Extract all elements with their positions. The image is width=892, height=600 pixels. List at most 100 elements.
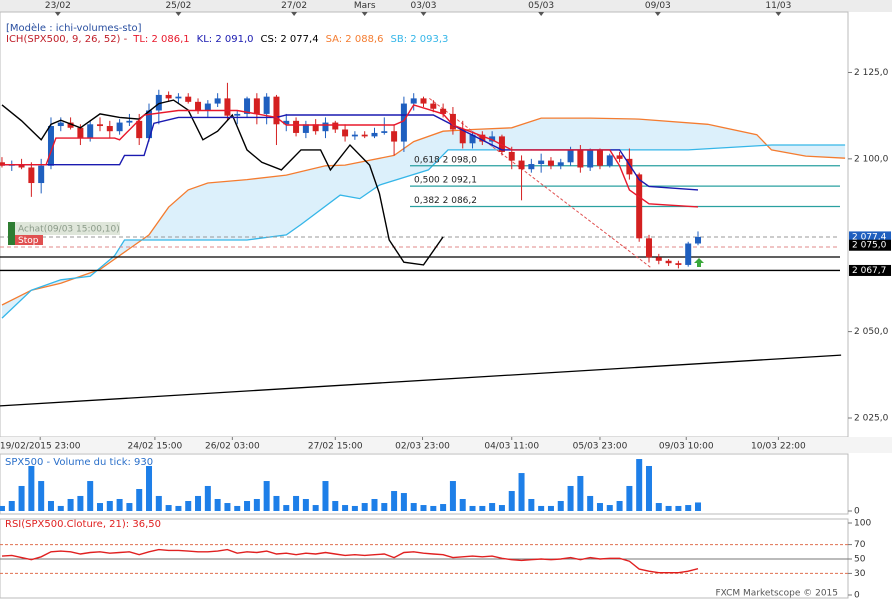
stop-box xyxy=(15,235,43,245)
main-plot: 0,618 2 098,0 0,500 2 092,1 0,382 2 086,2 A… xyxy=(0,82,846,407)
volume-bar xyxy=(361,503,368,511)
indicator-label: ICH(SPX500, 9, 26, 52) - xyxy=(6,34,128,45)
candle-body xyxy=(146,110,153,139)
volume-bar xyxy=(195,495,202,511)
x-tick-label-bottom: 02/03 23:00 xyxy=(395,442,450,452)
x-tick-mark xyxy=(54,12,61,16)
volume-bar xyxy=(312,505,319,511)
y-tick-label: 2 050,0 xyxy=(854,327,889,337)
volume-bar xyxy=(18,485,25,511)
order-label: Achat(09/03 15:00,10) xyxy=(18,225,120,235)
candle-body xyxy=(606,155,613,166)
volume-bar xyxy=(8,501,15,511)
candle-body xyxy=(263,96,270,114)
stop-label: Stop xyxy=(18,236,39,246)
volume-bar xyxy=(381,503,388,511)
candle-body xyxy=(577,150,584,168)
volume-bar xyxy=(469,505,476,511)
candle-body xyxy=(234,113,241,116)
volume-bar xyxy=(420,505,427,511)
buy-arrow xyxy=(694,258,704,267)
candle-body xyxy=(351,134,358,137)
volume-bar xyxy=(430,505,437,511)
candle-body xyxy=(538,160,545,165)
candle-body xyxy=(626,158,633,175)
indicator-line xyxy=(2,114,699,191)
volume-bar xyxy=(0,505,5,511)
fibonacci-label: 0,618 2 098,0 xyxy=(414,155,477,165)
candle-body xyxy=(371,132,378,137)
indicator-value: TL: 2 086,1 xyxy=(132,34,189,45)
volume-bar xyxy=(185,501,192,511)
candle-body xyxy=(675,263,682,265)
y-tick-label: 0 xyxy=(854,507,860,517)
candle-body xyxy=(685,243,692,265)
volume-bar xyxy=(391,491,398,511)
candle-body xyxy=(244,98,251,114)
order-box xyxy=(8,222,120,235)
candle-body xyxy=(440,108,447,114)
volume-bar xyxy=(204,485,211,511)
candle-body xyxy=(77,127,84,139)
candle-body xyxy=(528,164,535,170)
bottom-date-bar xyxy=(0,437,892,453)
volume-bar xyxy=(528,498,535,511)
x-tick-label-bottom: 24/02 15:00 xyxy=(128,442,183,452)
volume-bar xyxy=(116,498,123,511)
candle-body xyxy=(195,101,202,111)
volume-bar xyxy=(342,505,349,511)
volume-bar xyxy=(224,503,231,511)
x-tick-label-top: Mars xyxy=(354,1,376,11)
price-label: 2 075,0 xyxy=(852,241,887,251)
volume-bar xyxy=(175,505,182,511)
candle-body xyxy=(489,136,496,142)
volume-bar xyxy=(322,481,329,511)
candle-body xyxy=(479,134,486,142)
candle-body xyxy=(596,150,603,166)
x-tick-mark xyxy=(291,12,298,16)
rsi-line xyxy=(1,548,699,574)
x-tick-label-bottom: 27/02 15:00 xyxy=(308,442,363,452)
fibonacci-label: 0,500 2 092,1 xyxy=(414,176,477,186)
volume-bar xyxy=(57,505,64,511)
candle-body xyxy=(312,124,319,132)
candle-body xyxy=(87,124,94,139)
candle-body xyxy=(293,120,300,133)
candle-body xyxy=(587,150,594,168)
volume-bar xyxy=(626,485,633,511)
volume-bar xyxy=(332,501,339,511)
span-line xyxy=(1,117,846,306)
volume-bar xyxy=(283,505,290,511)
candle-body xyxy=(322,122,329,132)
volume-bar xyxy=(244,501,251,511)
candle-body xyxy=(185,96,192,102)
chart-title: [Modèle : ichi-volumes-sto] xyxy=(6,22,142,34)
x-tick-mark xyxy=(361,12,368,16)
volume-bar xyxy=(675,505,682,511)
top-date-bar xyxy=(0,0,892,12)
order-marker xyxy=(8,222,15,245)
x-tick-label-top: 03/03 xyxy=(411,1,437,11)
price-label: 2 077,4 xyxy=(852,232,887,242)
indicator-line xyxy=(2,104,699,208)
x-tick-label-top: 09/03 xyxy=(645,1,671,11)
volume-bar xyxy=(489,503,496,511)
candle-body xyxy=(616,155,623,159)
volume-bar xyxy=(214,498,221,511)
trend-line xyxy=(0,354,842,407)
volume-bar xyxy=(440,504,447,511)
volume-bar xyxy=(498,505,505,511)
volume-bar xyxy=(96,503,103,511)
volume-bar xyxy=(538,505,545,511)
panel-title: SPX500 - Volume du tick: 930 xyxy=(5,457,153,468)
panel-title: RSI(SPX500.Cloture, 21): 36,50 xyxy=(5,519,161,530)
volume-bar xyxy=(106,501,113,511)
volume-bar xyxy=(645,465,652,511)
volume-bar xyxy=(459,498,466,511)
candle-body xyxy=(106,126,113,132)
candle-body xyxy=(459,129,466,144)
x-tick-label-bottom: 19/02/2015 23:00 xyxy=(0,442,81,452)
x-tick-mark xyxy=(538,12,545,16)
